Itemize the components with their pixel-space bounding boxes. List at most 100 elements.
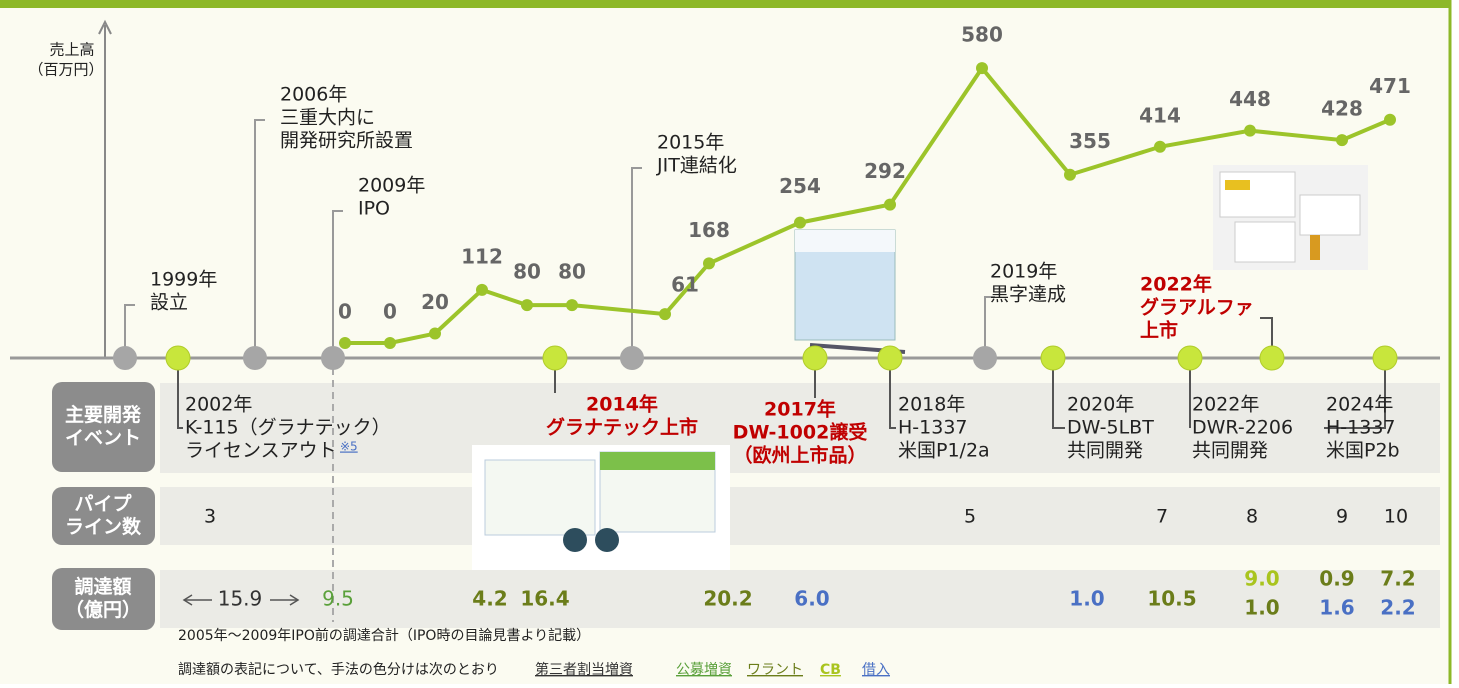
pipeline-count: 10 bbox=[1384, 506, 1408, 528]
leader-line bbox=[332, 210, 343, 348]
revenue-label: 471 bbox=[1369, 74, 1411, 98]
event-label: H-1337 bbox=[898, 417, 968, 439]
event-label: 2014年 bbox=[586, 393, 658, 416]
event-label: H-1337 bbox=[1326, 417, 1396, 439]
axis-label: （百万円） bbox=[28, 61, 103, 79]
timeline-dot bbox=[113, 346, 137, 370]
revenue-point bbox=[476, 283, 488, 296]
leader-line bbox=[889, 368, 896, 429]
timeline-dot bbox=[620, 346, 644, 370]
revenue-label: 0 bbox=[383, 300, 397, 324]
event-label: 共同開発 bbox=[1192, 440, 1268, 462]
funding-amount: 1.0 bbox=[1244, 596, 1279, 620]
y-axis-arrow bbox=[98, 19, 112, 35]
funding-amount: 20.2 bbox=[703, 587, 752, 611]
revenue-point bbox=[1336, 134, 1348, 147]
timeline-dot bbox=[321, 346, 345, 370]
axis-label: 売上高 bbox=[49, 41, 94, 59]
event-label: JIT連結化 bbox=[656, 155, 737, 177]
event-label: グラナテック上市 bbox=[546, 416, 698, 439]
timeline-dot bbox=[1372, 345, 1398, 371]
revenue-point bbox=[384, 337, 396, 349]
timeline-dot bbox=[243, 346, 267, 370]
funding-amount: 0.9 bbox=[1319, 567, 1354, 591]
funding-amount: 2.2 bbox=[1380, 596, 1415, 620]
leader-line bbox=[631, 167, 642, 348]
event-label: DWR-2206 bbox=[1192, 417, 1293, 439]
event-label: 2019年 bbox=[990, 261, 1057, 283]
row-band bbox=[160, 487, 1440, 545]
product-image bbox=[472, 445, 730, 570]
revenue-label: 61 bbox=[671, 273, 699, 297]
row-label: ライン数 bbox=[65, 515, 142, 538]
event-label: 設立 bbox=[150, 292, 188, 314]
timeline-dot bbox=[1177, 345, 1203, 371]
event-label: グラアルファ bbox=[1140, 296, 1254, 319]
pipeline-count: 9 bbox=[1336, 506, 1348, 528]
row-label: 主要開発 bbox=[65, 403, 142, 426]
product-image bbox=[1213, 165, 1368, 270]
leader-line bbox=[1052, 368, 1065, 429]
event-label: 2015年 bbox=[657, 132, 724, 154]
timeline-dot bbox=[542, 345, 568, 371]
event-label: 黒字達成 bbox=[990, 284, 1066, 306]
leader-line bbox=[254, 119, 265, 348]
event-label: 米国P2b bbox=[1326, 440, 1400, 462]
row-label: イベント bbox=[65, 427, 141, 449]
event-label: DW-5LBT bbox=[1067, 417, 1154, 439]
revenue-point bbox=[1154, 140, 1166, 153]
revenue-label: 414 bbox=[1139, 103, 1181, 127]
event-label: 2018年 bbox=[898, 394, 965, 416]
funding-amount: 6.0 bbox=[794, 587, 829, 611]
funding-amount: 1.6 bbox=[1319, 596, 1354, 620]
event-label: 開発研究所設置 bbox=[280, 130, 413, 152]
event-label: 2024年 bbox=[1326, 394, 1393, 416]
row-label: （億円） bbox=[65, 598, 141, 621]
revenue-label: 112 bbox=[461, 244, 503, 268]
pipeline-count: 3 bbox=[204, 506, 216, 528]
revenue-point bbox=[703, 257, 715, 270]
legend-item: 第三者割当増資 bbox=[535, 661, 633, 678]
timeline-dot bbox=[877, 345, 903, 371]
event-label: K-115（グラナテック） bbox=[185, 417, 391, 439]
event-label: 2020年 bbox=[1067, 394, 1134, 416]
row-label-box bbox=[52, 568, 155, 630]
event-label: 2022年 bbox=[1140, 273, 1212, 296]
event-label: DW-1002譲受 bbox=[733, 421, 868, 444]
pipeline-count: 8 bbox=[1246, 506, 1258, 528]
funding-amount: 9.5 bbox=[322, 587, 354, 611]
funding-amount: 9.0 bbox=[1244, 567, 1279, 591]
event-label: 2006年 bbox=[280, 84, 347, 106]
timeline-dot bbox=[165, 345, 191, 371]
pipeline-count: 5 bbox=[964, 506, 976, 528]
legend-item: ワラント bbox=[747, 662, 803, 678]
event-label: 上市 bbox=[1140, 319, 1178, 342]
row-band bbox=[160, 570, 1440, 628]
revenue-point bbox=[566, 299, 578, 312]
funding-amount: 7.2 bbox=[1380, 567, 1415, 591]
funding-amount: 15.9 bbox=[218, 587, 263, 611]
legend-intro: 調達額の表記について、手法の色分けは次のとおり bbox=[178, 661, 499, 678]
revenue-point bbox=[1244, 124, 1256, 137]
revenue-point bbox=[884, 198, 896, 211]
pipeline-count: 7 bbox=[1156, 506, 1168, 528]
revenue-label: 448 bbox=[1229, 87, 1271, 111]
timeline-dot bbox=[1040, 345, 1066, 371]
revenue-label: 0 bbox=[338, 300, 352, 324]
funding-amount: 10.5 bbox=[1147, 587, 1196, 611]
revenue-label: 355 bbox=[1069, 129, 1111, 153]
revenue-line bbox=[345, 64, 1391, 345]
event-label: 米国P1/2a bbox=[898, 440, 990, 462]
legend: 第三者割当増資 公募増資 ワラント CB 借入 bbox=[535, 661, 890, 678]
revenue-label: 80 bbox=[558, 260, 586, 284]
timeline-dot bbox=[802, 345, 828, 371]
funding-amount: 1.0 bbox=[1069, 587, 1104, 611]
event-label: ライセンスアウト bbox=[185, 440, 337, 462]
revenue-point bbox=[976, 62, 988, 75]
revenue-label: 168 bbox=[688, 218, 730, 242]
row-label: 調達額 bbox=[74, 575, 131, 598]
timeline-dot bbox=[1259, 345, 1285, 371]
leader-line bbox=[984, 296, 995, 348]
event-label: 三重大内に bbox=[280, 107, 375, 129]
